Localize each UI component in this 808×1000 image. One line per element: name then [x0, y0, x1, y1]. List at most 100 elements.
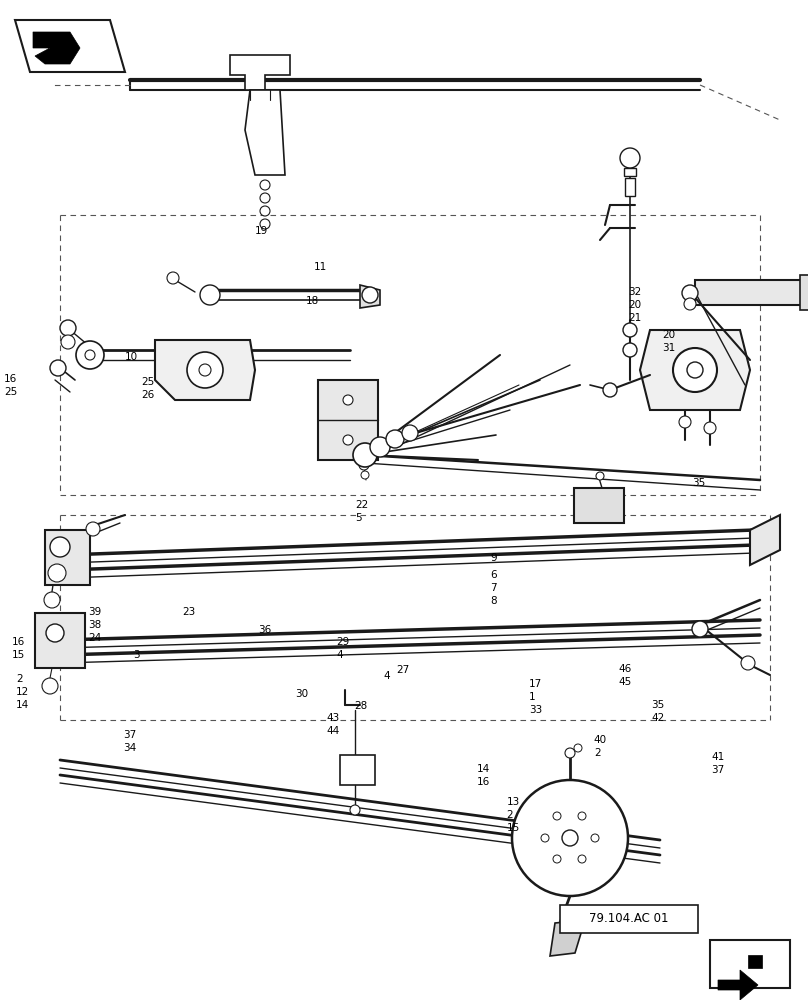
Circle shape — [48, 564, 66, 582]
Text: 38: 38 — [88, 620, 101, 630]
Text: 2: 2 — [507, 810, 513, 820]
Text: 37: 37 — [124, 730, 137, 740]
Text: 4: 4 — [384, 671, 390, 681]
Text: 44: 44 — [326, 726, 339, 736]
Bar — [318, 380, 378, 460]
Circle shape — [343, 435, 353, 445]
Circle shape — [684, 298, 696, 310]
Polygon shape — [155, 340, 255, 400]
Circle shape — [200, 285, 220, 305]
Text: 13: 13 — [507, 797, 520, 807]
Circle shape — [679, 416, 691, 428]
Polygon shape — [15, 20, 125, 72]
Polygon shape — [718, 970, 758, 1000]
Circle shape — [42, 678, 58, 694]
Text: 79.104.AC 01: 79.104.AC 01 — [589, 912, 669, 926]
Circle shape — [343, 395, 353, 405]
Text: 21: 21 — [628, 313, 641, 323]
Text: 9: 9 — [490, 553, 497, 563]
Text: 36: 36 — [259, 625, 271, 635]
Text: 2: 2 — [594, 748, 600, 758]
Circle shape — [512, 780, 628, 896]
Circle shape — [574, 744, 582, 752]
Text: 17: 17 — [529, 679, 542, 689]
Text: 3: 3 — [133, 650, 140, 660]
Text: 22: 22 — [356, 500, 368, 510]
Circle shape — [553, 855, 561, 863]
Circle shape — [623, 323, 637, 337]
Text: 15: 15 — [12, 650, 25, 660]
Circle shape — [682, 285, 698, 301]
Circle shape — [370, 437, 390, 457]
Bar — [35, 613, 85, 668]
Circle shape — [199, 364, 211, 376]
Circle shape — [578, 855, 586, 863]
Circle shape — [50, 537, 70, 557]
Text: 42: 42 — [651, 713, 664, 723]
Text: 41: 41 — [711, 752, 724, 762]
Circle shape — [353, 443, 377, 467]
Text: 46: 46 — [619, 664, 632, 674]
Circle shape — [61, 335, 75, 349]
Text: 40: 40 — [594, 735, 607, 745]
Text: 16: 16 — [4, 374, 17, 384]
Circle shape — [402, 425, 418, 441]
Text: 24: 24 — [88, 633, 101, 643]
Text: 14: 14 — [477, 764, 490, 774]
Polygon shape — [640, 330, 750, 410]
Text: 2: 2 — [16, 674, 23, 684]
Text: 45: 45 — [619, 677, 632, 687]
Circle shape — [553, 812, 561, 820]
Text: 11: 11 — [314, 262, 326, 272]
Text: 35: 35 — [651, 700, 664, 710]
Text: 35: 35 — [692, 478, 705, 488]
Circle shape — [578, 812, 586, 820]
Text: 15: 15 — [507, 823, 520, 833]
Circle shape — [620, 148, 640, 168]
Text: 10: 10 — [125, 352, 138, 362]
Circle shape — [350, 805, 360, 815]
Circle shape — [46, 624, 64, 642]
Circle shape — [260, 219, 270, 229]
Circle shape — [85, 350, 95, 360]
Text: 20: 20 — [628, 300, 641, 310]
Circle shape — [44, 592, 60, 608]
Polygon shape — [750, 515, 780, 565]
Polygon shape — [230, 55, 290, 90]
Circle shape — [167, 272, 179, 284]
Text: 1: 1 — [529, 692, 536, 702]
Circle shape — [50, 360, 66, 376]
Text: 5: 5 — [356, 513, 362, 523]
Bar — [800, 275, 808, 310]
Text: 34: 34 — [124, 743, 137, 753]
Text: 33: 33 — [529, 705, 542, 715]
Circle shape — [187, 352, 223, 388]
Bar — [45, 530, 90, 585]
Text: 28: 28 — [354, 701, 367, 711]
Circle shape — [86, 522, 100, 536]
Circle shape — [692, 621, 708, 637]
Circle shape — [596, 472, 604, 480]
Text: 25: 25 — [4, 387, 17, 397]
Circle shape — [260, 206, 270, 216]
Text: 32: 32 — [628, 287, 641, 297]
Circle shape — [541, 834, 549, 842]
Bar — [695, 280, 805, 305]
Circle shape — [741, 656, 755, 670]
Circle shape — [603, 383, 617, 397]
Text: 30: 30 — [295, 689, 308, 699]
Circle shape — [565, 748, 575, 758]
Text: 39: 39 — [88, 607, 101, 617]
Text: 27: 27 — [396, 665, 409, 675]
Bar — [624, 168, 636, 176]
Circle shape — [386, 430, 404, 448]
Circle shape — [76, 341, 104, 369]
Polygon shape — [33, 32, 80, 64]
Circle shape — [260, 193, 270, 203]
Text: 19: 19 — [255, 226, 267, 236]
Bar — [574, 488, 624, 523]
Text: 18: 18 — [305, 296, 318, 306]
Circle shape — [687, 362, 703, 378]
Text: 7: 7 — [490, 583, 497, 593]
Text: 6: 6 — [490, 570, 497, 580]
